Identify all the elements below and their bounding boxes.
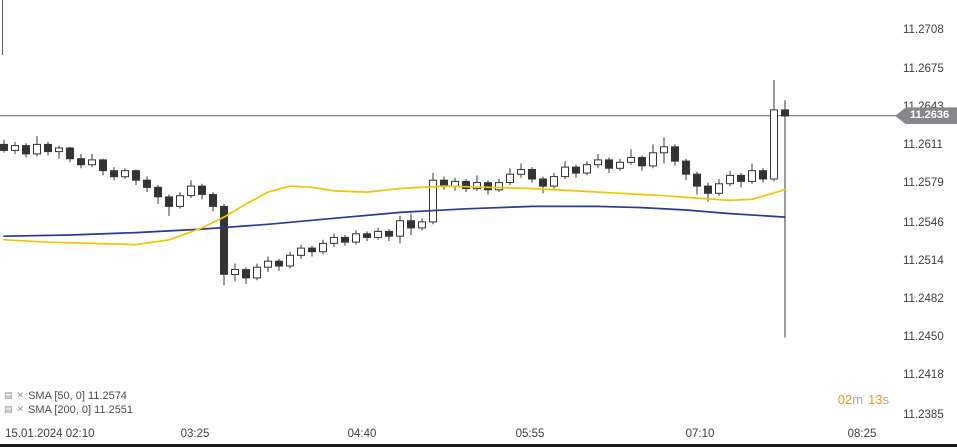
- countdown-seconds: 13: [868, 392, 883, 407]
- candle-body: [682, 160, 690, 175]
- candle-body: [462, 180, 470, 190]
- candle-body: [264, 260, 272, 268]
- candle-body: [748, 170, 756, 182]
- candle-body: [396, 220, 404, 237]
- candle-body: [88, 159, 96, 166]
- candle-body: [770, 109, 778, 180]
- candle-body: [429, 179, 437, 223]
- candle-body: [539, 178, 547, 187]
- candle-body: [132, 170, 140, 181]
- candle-countdown: 02m 13s: [838, 392, 889, 407]
- candle-body: [220, 205, 228, 275]
- indicator-legend-sma200: ▤ ✕ SMA [200, 0] 11.2551: [4, 403, 133, 416]
- candle-body: [330, 236, 338, 244]
- candle-body: [616, 161, 624, 169]
- candle-body: [286, 254, 294, 267]
- candle-body: [176, 195, 184, 207]
- candle-body: [0, 143, 8, 151]
- candle-body: [55, 147, 63, 153]
- candle-body: [781, 109, 789, 117]
- time-axis-label: 04:40: [347, 428, 377, 440]
- candle-body: [308, 247, 316, 253]
- candle-body: [550, 176, 558, 187]
- candle-body: [242, 269, 250, 279]
- candle-body: [715, 183, 723, 194]
- candle-body: [726, 174, 734, 185]
- candle-body: [187, 185, 195, 197]
- sma50-line: [3, 185, 786, 246]
- candle-body: [44, 143, 52, 153]
- countdown-seconds-unit: s: [882, 392, 890, 407]
- candle-body: [165, 196, 173, 207]
- time-axis-label: 07:10: [685, 428, 715, 440]
- candle-body: [583, 164, 591, 174]
- candle-body: [374, 230, 382, 238]
- candle-body: [473, 182, 481, 190]
- candle-body: [649, 152, 657, 167]
- candle-body: [33, 143, 41, 155]
- candle-body: [627, 157, 635, 163]
- candle-body: [638, 157, 646, 167]
- time-axis-label: 15.01.2024 02:10: [5, 428, 95, 440]
- indicator-remove-icon[interactable]: ✕: [16, 404, 25, 414]
- candle-body: [484, 182, 492, 191]
- indicator-label-sma200: SMA [200, 0] 11.2551: [28, 403, 134, 416]
- indicator-remove-icon[interactable]: ✕: [16, 390, 25, 400]
- candle-body: [297, 247, 305, 256]
- candle-body: [154, 186, 162, 198]
- time-axis-label: 08:25: [847, 428, 877, 440]
- indicator-settings-icon[interactable]: ▤: [4, 404, 13, 414]
- candle-body: [319, 242, 327, 253]
- candle-body: [572, 166, 580, 174]
- candle-body: [363, 233, 371, 238]
- candle-body: [352, 233, 360, 243]
- candle-body: [110, 170, 118, 178]
- candle-body: [22, 145, 30, 155]
- candle-body: [759, 170, 767, 180]
- time-axis-label: 03:25: [180, 428, 210, 440]
- candle-body: [275, 260, 283, 267]
- candle-body: [11, 145, 19, 151]
- candle-body: [517, 169, 525, 175]
- candle-body: [385, 230, 393, 237]
- candle-body: [528, 169, 536, 180]
- candle-body: [660, 146, 668, 154]
- current-price-badge: 11.2636: [895, 107, 957, 125]
- candle-body: [693, 173, 701, 187]
- candle-body: [231, 269, 239, 275]
- candle-body: [407, 220, 415, 229]
- indicator-label-sma50: SMA [50, 0] 11.2574: [28, 389, 127, 402]
- candle-body: [495, 182, 503, 191]
- candle-body: [66, 147, 74, 160]
- candle-body: [605, 159, 613, 169]
- candle-body: [594, 159, 602, 166]
- candle-body: [704, 185, 712, 194]
- candle-body: [341, 236, 349, 243]
- indicator-legend-sma50: ▤ ✕ SMA [50, 0] 11.2574: [4, 389, 127, 402]
- candle-body: [671, 146, 679, 162]
- candle-body: [198, 185, 206, 195]
- candle-body: [209, 194, 217, 207]
- candle-body: [253, 266, 261, 279]
- candle-body: [143, 179, 151, 188]
- current-price-value: 11.2636: [910, 109, 950, 122]
- indicator-settings-icon[interactable]: ▤: [4, 390, 13, 400]
- candle-body: [77, 158, 85, 166]
- candle-body: [506, 173, 514, 183]
- candle-body: [737, 174, 745, 182]
- candle-body: [418, 221, 426, 229]
- time-axis[interactable]: 15.01.2024 02:10 03:25 04:40 05:55 07:10 08:2…: [0, 428, 957, 444]
- time-axis-label: 05:55: [515, 428, 545, 440]
- candle-body: [451, 180, 459, 187]
- candle-body: [561, 166, 569, 178]
- candle-body: [121, 170, 129, 178]
- sma200-line: [3, 205, 786, 238]
- countdown-minutes: 02: [837, 392, 853, 407]
- countdown-minutes-unit: m: [852, 392, 864, 407]
- candle-body: [99, 159, 107, 172]
